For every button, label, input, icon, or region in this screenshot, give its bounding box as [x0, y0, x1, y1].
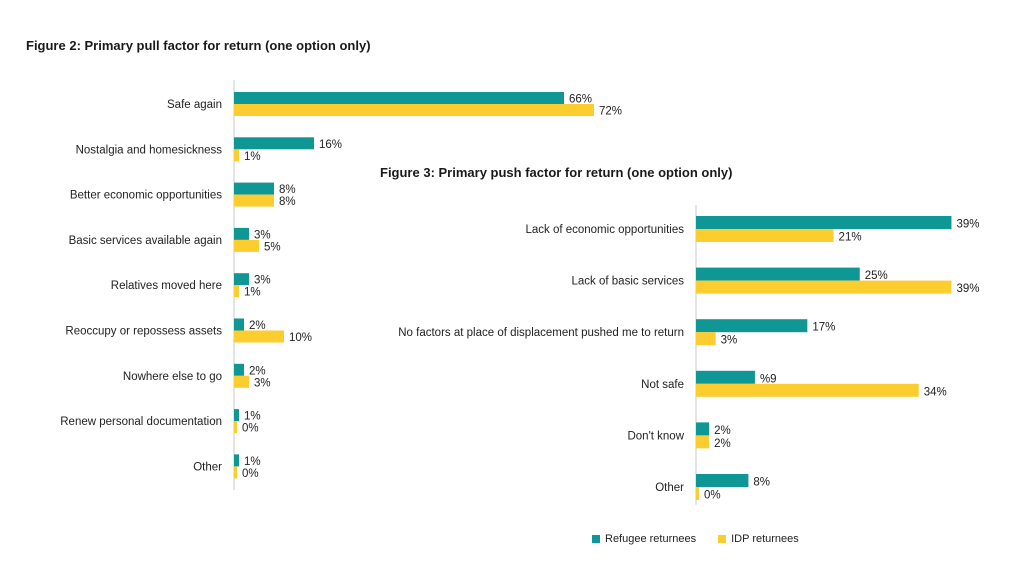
fig3-category-label: Not safe	[641, 379, 684, 391]
fig2-data-label-refugee: 66%	[569, 94, 592, 106]
fig3-category-label: Lack of basic services	[572, 276, 685, 288]
fig3-bar-refugee	[696, 319, 808, 333]
fig3-category-label: Don't know	[627, 430, 684, 442]
fig2-bar-idp	[234, 421, 237, 434]
fig2-data-label-refugee: 3%	[254, 275, 271, 287]
fig3-bar-refugee	[696, 216, 952, 229]
fig3-data-label-idp: 21%	[839, 232, 862, 244]
fig2-bar-refugee	[234, 363, 244, 376]
fig2-bar-refugee	[234, 182, 274, 195]
fig2-data-label-idp: 72%	[599, 106, 622, 118]
figure-3-title: Figure 3: Primary push factor for return…	[380, 165, 733, 180]
fig3-bar-idp	[696, 332, 716, 346]
fig3-bar-idp	[696, 435, 710, 449]
fig2-category-label: Safe again	[167, 99, 222, 111]
fig2-bar-idp	[234, 466, 237, 479]
fig3-bar-refugee	[696, 474, 749, 487]
fig3-category-label: Other	[655, 482, 684, 494]
fig3-data-label-refugee: 39%	[956, 219, 979, 231]
legend-label-refugee: Refugee returnees	[605, 533, 697, 545]
fig3-data-label-refugee: 8%	[753, 477, 770, 489]
fig2-data-label-refugee: 1%	[244, 456, 261, 468]
fig2-bar-idp	[234, 285, 239, 298]
fig2-data-label-idp: 3%	[254, 377, 271, 389]
fig2-category-label: Other	[193, 461, 222, 473]
fig3-data-label-refugee: %9	[760, 373, 777, 385]
fig2-bar-refugee	[234, 273, 249, 286]
fig2-category-label: Reoccupy or repossess assets	[65, 326, 222, 338]
fig2-data-label-idp: 10%	[289, 332, 312, 344]
legend-label-idp: IDP returnees	[731, 533, 799, 545]
fig2-data-label-refugee: 2%	[249, 320, 266, 332]
fig2-category-label: Better economic opportunities	[70, 190, 222, 202]
fig2-data-label-idp: 0%	[242, 423, 259, 435]
fig3-category-label: No factors at place of displacement push…	[398, 327, 684, 339]
figure-3-chart: Lack of economic opportunities 39% 21% Lack…	[398, 205, 979, 505]
legend-item-refugee: Refugee returnees	[592, 533, 696, 545]
fig2-data-label-refugee: 3%	[254, 229, 271, 241]
fig2-category-label: Nowhere else to go	[123, 371, 222, 383]
fig2-bar-idp	[234, 375, 249, 388]
fig2-bar-idp	[234, 330, 284, 343]
fig3-bar-refugee	[696, 267, 860, 281]
figure-2-chart: Safe again 66% 72% Nostalgia and homesickne…	[60, 80, 622, 490]
fig2-data-label-idp: 5%	[264, 241, 281, 253]
fig2-category-label: Nostalgia and homesickness	[76, 144, 223, 156]
fig3-data-label-refugee: 25%	[865, 270, 888, 282]
chart-legend: Refugee returnees IDP returnees	[592, 533, 799, 545]
fig3-data-label-idp: 34%	[924, 386, 947, 398]
fig2-bar-refugee	[234, 227, 249, 240]
fig3-data-label-refugee: 2%	[714, 425, 731, 437]
fig2-data-label-refugee: 1%	[244, 411, 261, 423]
fig2-bar-refugee	[234, 92, 564, 104]
fig3-bar-idp	[696, 229, 834, 242]
fig2-bar-refugee	[234, 409, 239, 422]
legend-swatch-idp	[718, 535, 727, 543]
fig2-category-label: Renew personal documentation	[60, 416, 222, 428]
fig3-data-label-idp: 3%	[721, 335, 738, 347]
fig2-category-label: Relatives moved here	[111, 280, 222, 292]
fig2-category-label: Basic services available again	[69, 235, 222, 247]
fig2-bar-idp	[234, 194, 274, 207]
fig2-bar-idp	[234, 239, 259, 252]
fig3-data-label-idp: 0%	[704, 490, 721, 502]
fig2-data-label-idp: 0%	[242, 468, 259, 480]
fig2-data-label-idp: 1%	[244, 287, 261, 299]
fig3-bar-idp	[696, 383, 919, 397]
figure-2-title: Figure 2: Primary pull factor for return…	[26, 38, 371, 53]
fig2-data-label-idp: 1%	[244, 151, 261, 163]
fig3-category-label: Lack of economic opportunities	[525, 224, 684, 236]
fig3-bar-refugee	[696, 370, 755, 384]
fig2-bar-refugee	[234, 137, 314, 150]
fig3-bar-refugee	[696, 422, 710, 436]
fig2-bar-refugee	[234, 454, 239, 467]
fig2-bar-refugee	[234, 318, 244, 331]
fig2-data-label-refugee: 2%	[249, 365, 266, 377]
fig2-data-label-refugee: 16%	[319, 139, 342, 151]
fig3-data-label-idp: 39%	[956, 283, 979, 295]
fig3-data-label-refugee: 17%	[812, 322, 835, 334]
fig3-data-label-idp: 2%	[714, 438, 731, 450]
fig2-data-label-refugee: 8%	[279, 184, 296, 196]
fig3-bar-idp	[696, 487, 699, 500]
legend-item-idp: IDP returnees	[718, 533, 799, 545]
legend-swatch-refugee	[592, 535, 600, 543]
fig2-bar-idp	[234, 104, 594, 116]
fig2-data-label-idp: 8%	[279, 196, 296, 208]
fig2-bar-idp	[234, 149, 239, 162]
fig3-bar-idp	[696, 280, 952, 294]
